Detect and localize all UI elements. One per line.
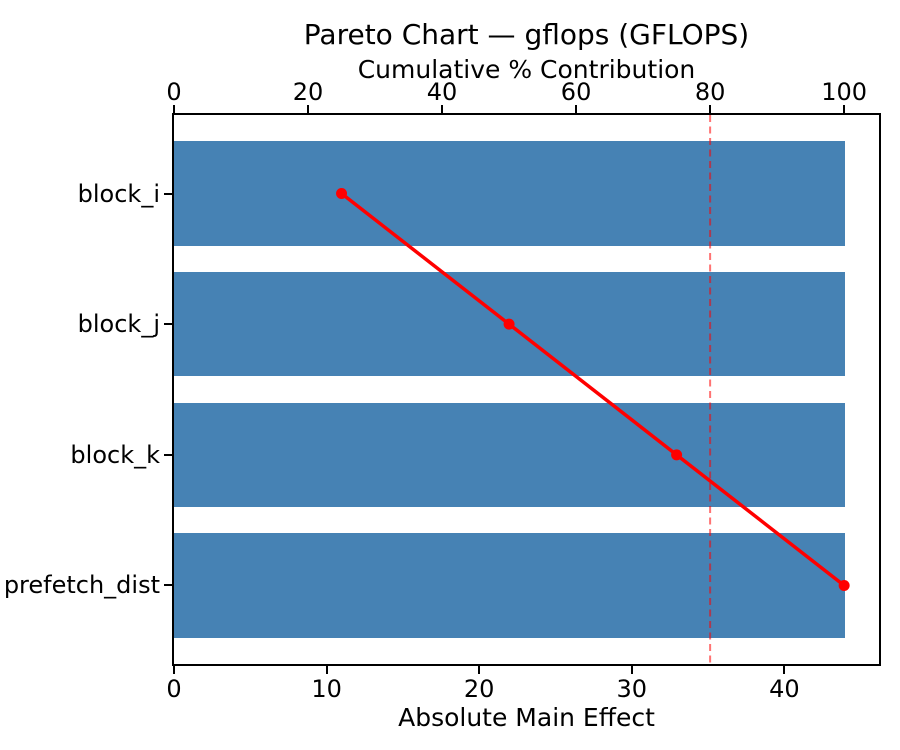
cumulative-line [340, 192, 846, 587]
y-tick-label-prefetch_dist: prefetch_dist [3, 571, 160, 600]
top-axis-tick-label: 60 [560, 78, 592, 106]
top-axis-tick-label: 0 [166, 78, 182, 106]
bottom-axis-tick [478, 666, 481, 674]
bottom-axis-tick-label: 30 [616, 675, 648, 703]
bottom-axis-tick [630, 666, 633, 674]
y-axis-tick [164, 584, 172, 587]
y-axis-tick [164, 323, 172, 326]
top-axis-tick [307, 105, 310, 113]
bottom-axis-tick [783, 666, 786, 674]
cumulative-marker-prefetch_dist [838, 579, 850, 591]
top-axis-label: Cumulative % Contribution [357, 55, 696, 84]
cumulative-marker-block_i [336, 188, 348, 200]
top-axis-tick [575, 105, 578, 113]
bottom-axis-tick-label: 0 [166, 675, 182, 703]
plot-area [172, 113, 881, 666]
bottom-axis-tick [173, 666, 175, 674]
y-tick-label-block_k: block_k [70, 440, 160, 469]
top-axis-tick [441, 105, 444, 113]
bottom-axis-tick [325, 666, 328, 674]
bottom-axis-tick-label: 20 [463, 675, 495, 703]
y-tick-label-block_j: block_j [77, 310, 160, 339]
top-axis-tick-label: 40 [426, 78, 458, 106]
y-axis-tick [164, 453, 172, 456]
cumulative-marker-block_j [503, 318, 515, 330]
top-axis-tick [843, 105, 846, 113]
cumulative-line-layer [336, 115, 850, 664]
top-axis-tick [173, 105, 175, 113]
cumulative-marker-block_k [671, 449, 683, 461]
top-axis-tick-label: 20 [292, 78, 324, 106]
bar-block_k [174, 402, 846, 508]
top-axis-tick [709, 105, 712, 113]
bottom-axis-tick-label: 10 [311, 675, 342, 703]
y-axis-tick [164, 192, 172, 195]
bar-prefetch_dist [174, 533, 846, 638]
bottom-axis-label: Absolute Main Effect [398, 703, 655, 732]
bottom-axis-tick-label: 40 [769, 675, 800, 703]
top-axis-tick-label: 100 [821, 78, 868, 106]
chart-title: Pareto Chart — gflops (GFLOPS) [303, 18, 750, 51]
y-tick-label-block_i: block_i [77, 179, 160, 208]
bar-block_i [174, 141, 846, 246]
top-axis-tick-label: 80 [694, 78, 726, 106]
